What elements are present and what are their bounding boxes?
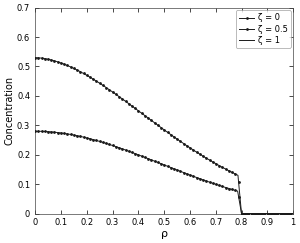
ζ = 0.5 xyxy=(291,212,295,215)
ζ = 0.5 xyxy=(229,188,233,191)
ζ = 1 xyxy=(256,212,259,215)
ζ = 0 xyxy=(240,212,243,215)
Y-axis label: Concentration: Concentration xyxy=(4,76,14,145)
ζ = 0 xyxy=(190,148,194,150)
Legend: ζ = 0, ζ = 0.5, ζ = 1: ζ = 0, ζ = 0.5, ζ = 1 xyxy=(236,10,291,48)
ζ = 1 xyxy=(229,212,233,215)
ζ = 0 xyxy=(198,153,201,156)
ζ = 0 xyxy=(33,56,37,59)
ζ = 1 xyxy=(291,212,295,215)
ζ = 1 xyxy=(190,212,194,215)
Line: ζ = 0.5: ζ = 0.5 xyxy=(34,130,295,215)
ζ = 0.5 xyxy=(183,172,187,175)
ζ = 0.5 xyxy=(256,212,260,215)
ζ = 0.5 xyxy=(198,177,201,180)
ζ = 0 xyxy=(291,212,295,215)
X-axis label: ρ: ρ xyxy=(160,229,168,239)
ζ = 0 xyxy=(229,170,233,173)
ζ = 1 xyxy=(49,212,53,215)
ζ = 1 xyxy=(198,212,201,215)
ζ = 0.5 xyxy=(49,130,53,133)
ζ = 0.5 xyxy=(33,130,37,133)
ζ = 1 xyxy=(183,212,187,215)
ζ = 0 xyxy=(183,143,187,146)
ζ = 1 xyxy=(33,212,37,215)
ζ = 0 xyxy=(256,212,260,215)
Line: ζ = 0: ζ = 0 xyxy=(34,56,295,215)
ζ = 0.5 xyxy=(240,212,243,215)
ζ = 0 xyxy=(49,58,53,61)
ζ = 0.5 xyxy=(190,174,194,177)
